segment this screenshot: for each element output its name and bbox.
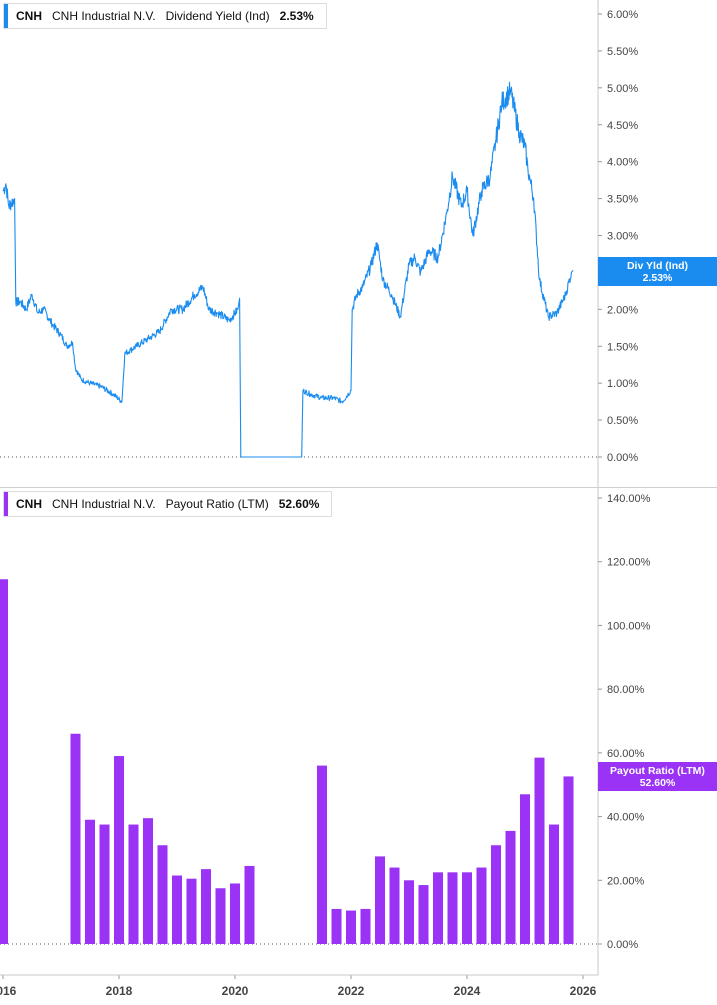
y-tick-label: 4.00%: [607, 157, 638, 169]
dividend-yield-price-tag: Div Yld (Ind) 2.53%: [598, 257, 717, 286]
y-tick-label: 5.00%: [607, 83, 638, 95]
tag-label: Div Yld (Ind): [626, 260, 689, 272]
x-tick-label: 2024: [454, 984, 481, 998]
x-tick-label: 2026: [570, 984, 597, 998]
payout-bar: [534, 757, 545, 944]
y-tick-label: 80.00%: [607, 684, 645, 696]
y-tick-label: 3.00%: [607, 231, 638, 243]
payout-bar: [491, 845, 501, 944]
payout-ratio-legend: CNH CNH Industrial N.V. Payout Ratio (LT…: [3, 491, 333, 517]
x-tick-label: 2020: [222, 984, 249, 998]
y-tick-label: 0.00%: [607, 939, 638, 951]
legend-company: CNH Industrial N.V.: [52, 497, 156, 511]
payout-bar: [230, 883, 240, 944]
legend-metric: Payout Ratio (LTM): [165, 497, 269, 511]
payout-bar: [360, 908, 371, 944]
dividend-yield-swatch: [4, 4, 8, 28]
payout-bar: [346, 910, 356, 944]
y-tick-label: 120.00%: [607, 557, 651, 569]
payout-ratio-swatch: [4, 492, 8, 516]
x-tick-label: 2018: [106, 984, 133, 998]
legend-value: 2.53%: [279, 9, 314, 23]
x-tick-label: 2022: [338, 984, 365, 998]
y-tick-label: 140.00%: [607, 493, 651, 505]
legend-value: 52.60%: [278, 497, 320, 511]
payout-bar: [476, 867, 487, 944]
y-tick-label: 0.50%: [607, 415, 638, 427]
legend-company: CNH Industrial N.V.: [52, 9, 156, 23]
payout-bar: [143, 818, 153, 944]
y-tick-label: 5.50%: [607, 46, 638, 58]
y-tick-label: 3.50%: [607, 194, 638, 206]
payout-bar: [215, 888, 226, 944]
legend-symbol: CNH: [16, 9, 42, 23]
payout-bars: [0, 579, 574, 944]
payout-bar: [418, 885, 429, 944]
dividend-yield-legend: CNH CNH Industrial N.V. Dividend Yield (…: [3, 3, 327, 29]
payout-bar: [172, 875, 182, 944]
payout-bar: [375, 856, 385, 944]
legend-symbol: CNH: [16, 497, 42, 511]
payout-bar: [128, 824, 139, 944]
y-tick-label: 2.00%: [607, 304, 638, 316]
payout-bar: [404, 880, 414, 944]
dividend-yield-line: [2, 81, 574, 458]
payout-bar: [563, 776, 574, 944]
legend-metric: Dividend Yield (Ind): [165, 9, 270, 23]
y-tick-label: 6.00%: [607, 9, 638, 21]
y-tick-label: 1.50%: [607, 341, 638, 353]
payout-bar: [433, 872, 443, 944]
y-tick-label: 100.00%: [607, 620, 651, 632]
payout-bar: [85, 819, 95, 944]
payout-bar: [114, 756, 124, 944]
payout-bar: [447, 872, 458, 944]
payout-bar: [186, 878, 197, 944]
payout-bar: [70, 733, 81, 944]
payout-bar: [549, 824, 559, 944]
tag-value: 2.53%: [642, 272, 673, 284]
payout-bar: [505, 830, 516, 944]
y-tick-label: 4.50%: [607, 120, 638, 132]
payout-bar: [389, 867, 400, 944]
y-tick-label: 40.00%: [607, 812, 645, 824]
y-tick-label: 20.00%: [607, 875, 645, 887]
payout-bar: [317, 765, 327, 944]
payout-bar: [157, 845, 168, 944]
y-tick-label: 0.00%: [607, 452, 638, 464]
payout-bar: [0, 579, 8, 944]
tag-value: 52.60%: [639, 777, 676, 789]
payout-bar: [331, 908, 342, 944]
payout-bar: [462, 872, 472, 944]
payout-bar: [201, 869, 211, 944]
y-tick-label: 60.00%: [607, 748, 645, 760]
y-tick-label: 1.00%: [607, 378, 638, 390]
payout-bar: [99, 824, 110, 944]
payout-bar: [520, 794, 530, 944]
x-tick-label: 2016: [0, 984, 17, 998]
tag-label: Payout Ratio (LTM): [610, 765, 705, 777]
payout-bar: [244, 865, 255, 944]
payout-ratio-price-tag: Payout Ratio (LTM) 52.60%: [598, 762, 717, 791]
